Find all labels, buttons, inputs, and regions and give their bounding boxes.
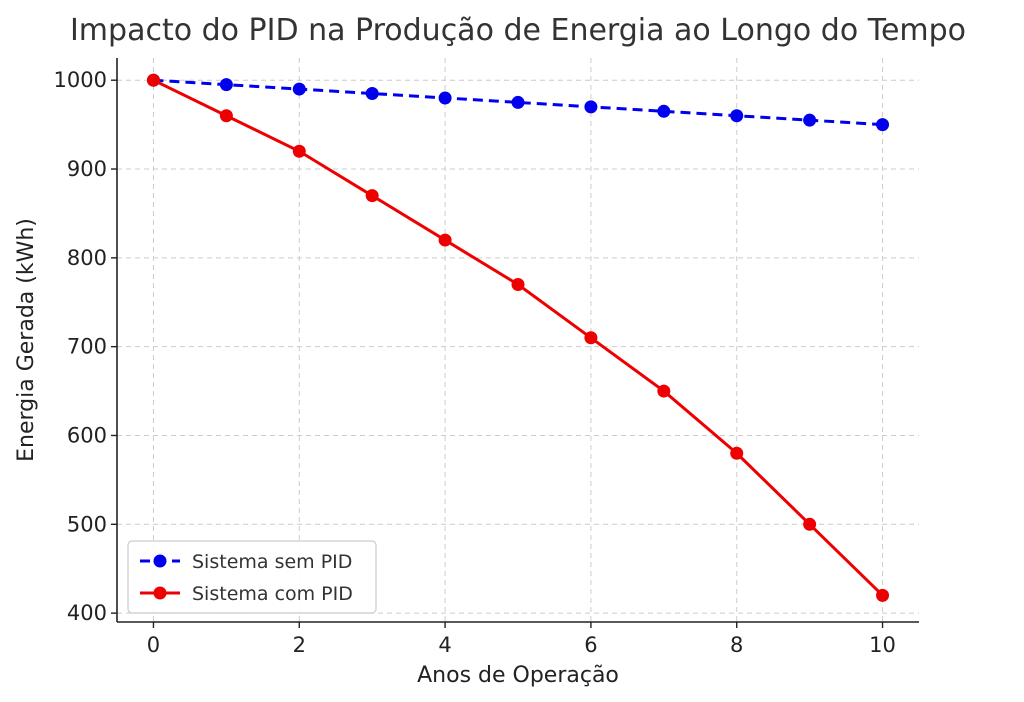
legend-marker-sem-pid xyxy=(153,554,167,568)
axes: 0 2 4 6 8 10 400 500 600 700 800 900 1000 xyxy=(54,58,919,657)
data-point-com-pid xyxy=(146,73,160,87)
x-tick-label: 10 xyxy=(869,633,896,657)
y-tick-label: 900 xyxy=(67,157,107,181)
x-tick-label: 6 xyxy=(584,633,597,657)
y-axis-label: Energia Gerada (kWh) xyxy=(14,218,39,462)
x-tick-label: 8 xyxy=(730,633,743,657)
series-line-sem-pid xyxy=(153,78,883,127)
x-tick-label: 4 xyxy=(438,633,451,657)
series-line-com-pid xyxy=(152,78,884,597)
y-tick-label: 700 xyxy=(67,335,107,359)
data-point-sem-pid xyxy=(511,95,525,109)
data-point-sem-pid xyxy=(657,104,671,118)
y-tick-label: 1000 xyxy=(54,68,107,92)
data-point-sem-pid xyxy=(292,82,306,96)
data-point-sem-pid xyxy=(584,100,598,114)
data-point-sem-pid xyxy=(438,91,452,105)
legend-marker-com-pid xyxy=(153,586,167,600)
data-point-sem-pid xyxy=(365,87,379,101)
data-point-com-pid xyxy=(511,277,525,291)
legend-label-sem-pid: Sistema sem PID xyxy=(192,551,352,573)
data-point-com-pid xyxy=(438,233,452,247)
y-tick-label: 400 xyxy=(67,601,107,625)
data-point-com-pid xyxy=(219,109,233,123)
grid xyxy=(117,58,919,622)
data-point-sem-pid xyxy=(876,118,890,132)
data-point-sem-pid xyxy=(730,109,744,123)
data-point-com-pid xyxy=(584,331,598,345)
data-point-com-pid xyxy=(365,189,379,203)
data-point-sem-pid xyxy=(803,113,817,127)
legend: Sistema sem PID Sistema com PID xyxy=(127,540,377,614)
x-tick-label: 2 xyxy=(293,633,306,657)
x-tick-label: 0 xyxy=(147,633,160,657)
series-layer xyxy=(146,73,890,602)
legend-label-com-pid: Sistema com PID xyxy=(192,583,353,605)
data-point-com-pid xyxy=(803,517,817,531)
x-axis-label: Anos de Operação xyxy=(417,663,619,688)
y-tick-label: 600 xyxy=(67,423,107,447)
data-point-com-pid xyxy=(657,384,671,398)
y-tick-label: 800 xyxy=(67,246,107,270)
data-point-com-pid xyxy=(876,588,890,602)
chart-title: Impacto do PID na Produção de Energia ao… xyxy=(70,13,966,48)
data-point-com-pid xyxy=(730,446,744,460)
y-tick-label: 500 xyxy=(67,512,107,536)
data-point-com-pid xyxy=(292,144,306,158)
data-point-sem-pid xyxy=(219,78,233,92)
legend-box xyxy=(127,540,377,614)
